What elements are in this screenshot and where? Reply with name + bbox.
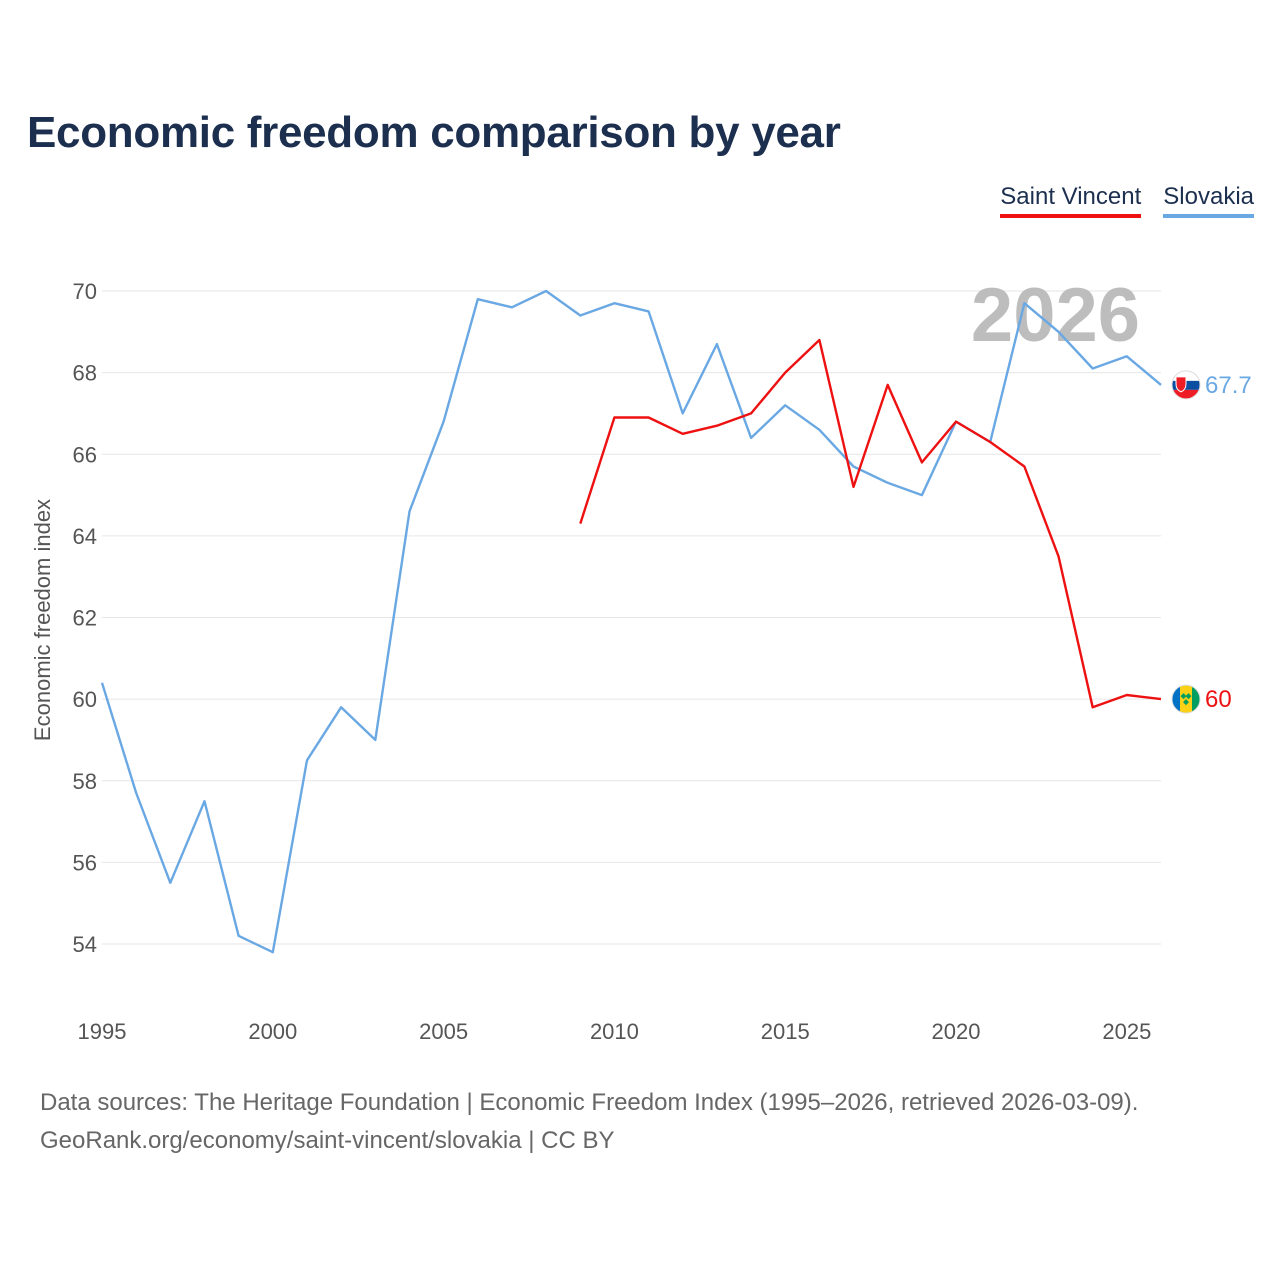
x-tick-label-2000: 2000 <box>248 1019 297 1044</box>
y-tick-label-54: 54 <box>73 932 97 957</box>
x-tick-label-2025: 2025 <box>1102 1019 1151 1044</box>
y-tick-label-60: 60 <box>73 687 97 712</box>
legend-item-saint-vincent[interactable]: Saint Vincent <box>1000 182 1142 218</box>
legend: Saint Vincent Slovakia <box>1000 182 1254 218</box>
series-line-saint-vincent <box>579 338 1162 709</box>
x-tick-label-2005: 2005 <box>419 1019 468 1044</box>
y-axis-title: Economic freedom index <box>30 499 55 741</box>
grid-lines <box>102 290 1161 945</box>
x-axis-ticks: 1995 2000 2005 2010 2015 2020 2025 <box>78 1019 1152 1044</box>
legend-item-slovakia[interactable]: Slovakia <box>1163 182 1254 218</box>
x-tick-label-2020: 2020 <box>932 1019 981 1044</box>
end-value-label-saint-vincent: 60 <box>1205 686 1232 713</box>
y-tick-label-62: 62 <box>73 606 97 631</box>
data-source-text: Data sources: The Heritage Foundation | … <box>40 1089 1139 1116</box>
y-tick-label-58: 58 <box>73 769 97 794</box>
y-tick-label-70: 70 <box>73 279 97 304</box>
slovakia-flag-icon <box>1171 370 1201 400</box>
y-tick-label-64: 64 <box>73 524 97 549</box>
y-tick-label-68: 68 <box>73 361 97 386</box>
y-axis-ticks: 54 56 58 60 62 64 66 68 70 <box>73 279 97 957</box>
end-value-label-slovakia: 67.7 <box>1205 372 1252 399</box>
series-lines <box>100 289 1162 954</box>
x-tick-label-2015: 2015 <box>761 1019 810 1044</box>
chart-title: Economic freedom comparison by year <box>27 108 841 157</box>
x-tick-label-1995: 1995 <box>78 1019 127 1044</box>
saint-vincent-flag-icon <box>1171 684 1201 714</box>
y-tick-label-66: 66 <box>73 442 97 467</box>
line-chart: 54 56 58 60 62 64 66 68 70 1995 2000 2005 2010 2015 2… <box>30 273 1252 1044</box>
footer: Data sources: The Heritage Foundation | … <box>40 1084 1138 1160</box>
source-link[interactable]: GeoRank.org/economy/saint-vincent/slovak… <box>40 1127 615 1154</box>
year-watermark: 2026 <box>971 273 1140 358</box>
x-tick-label-2010: 2010 <box>590 1019 639 1044</box>
series-line-slovakia <box>100 289 1162 954</box>
series-end-markers: 67.7 60 <box>1171 370 1252 714</box>
y-tick-label-56: 56 <box>73 850 97 875</box>
